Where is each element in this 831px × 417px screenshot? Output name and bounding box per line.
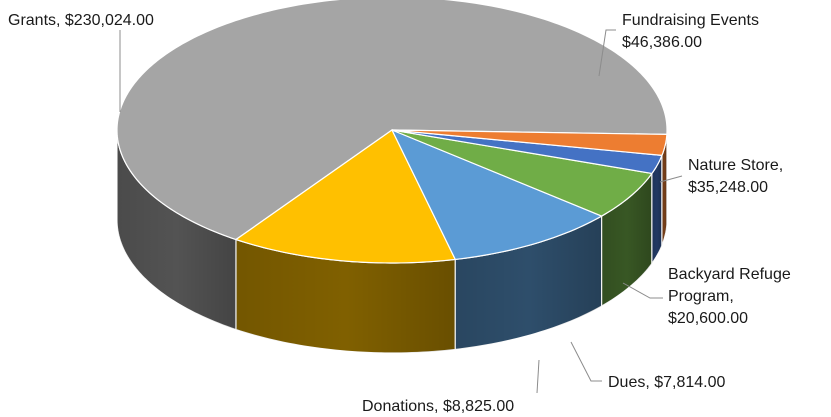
slice-nature-store [391,129,603,261]
slice-side-shading-4 [651,155,662,264]
data-label-line: Nature Store, [688,157,783,174]
leader-line-1 [598,29,616,77]
slice-side-shading-0 [117,130,237,330]
leader-line-4 [570,341,602,382]
slice-dues [391,129,663,175]
data-label-line: Grants, $230,024.00 [8,12,154,29]
data-label: Fundraising Events $46,386.00 [622,12,759,51]
pie-depth-layer [116,129,668,354]
slice-side-shading-3 [601,173,652,307]
slice-fundraising-events [235,129,456,264]
data-label-line: Donations, $8,825.00 [362,398,514,415]
data-label-line: Dues, $7,814.00 [608,374,726,391]
data-label: Donations, $8,825.00 [362,398,514,415]
data-label: Nature Store, $35,248.00 [688,157,783,196]
leader-line-3 [622,282,663,299]
data-label-line: $46,386.00 [622,34,702,51]
data-label: Grants, $230,024.00 [8,12,154,29]
pie-top-layer [116,0,668,264]
data-label-line: Fundraising Events [622,12,759,29]
data-label: Dues, $7,814.00 [608,374,726,391]
data-label-line: $35,248.00 [688,179,768,196]
data-label: Backyard Refuge Program, $20,600.00 [668,266,791,327]
slice-side-shading-2 [455,216,602,350]
leader-line-5 [536,359,540,394]
data-label-line: Backyard Refuge [668,266,791,283]
slice-grants [116,0,668,241]
leader-line-2 [659,175,683,183]
slice-side-shading-5 [661,134,667,246]
slice-side-shading-1 [236,239,456,353]
data-label-line: $20,600.00 [668,310,748,327]
data-label-line: Program, [668,288,734,305]
leader-lines [119,29,683,394]
slice-donations [391,129,668,156]
slice-backyard-refuge-program [391,129,653,217]
data-labels: Grants, $230,024.00 Fundraising Events $46… [8,12,791,415]
